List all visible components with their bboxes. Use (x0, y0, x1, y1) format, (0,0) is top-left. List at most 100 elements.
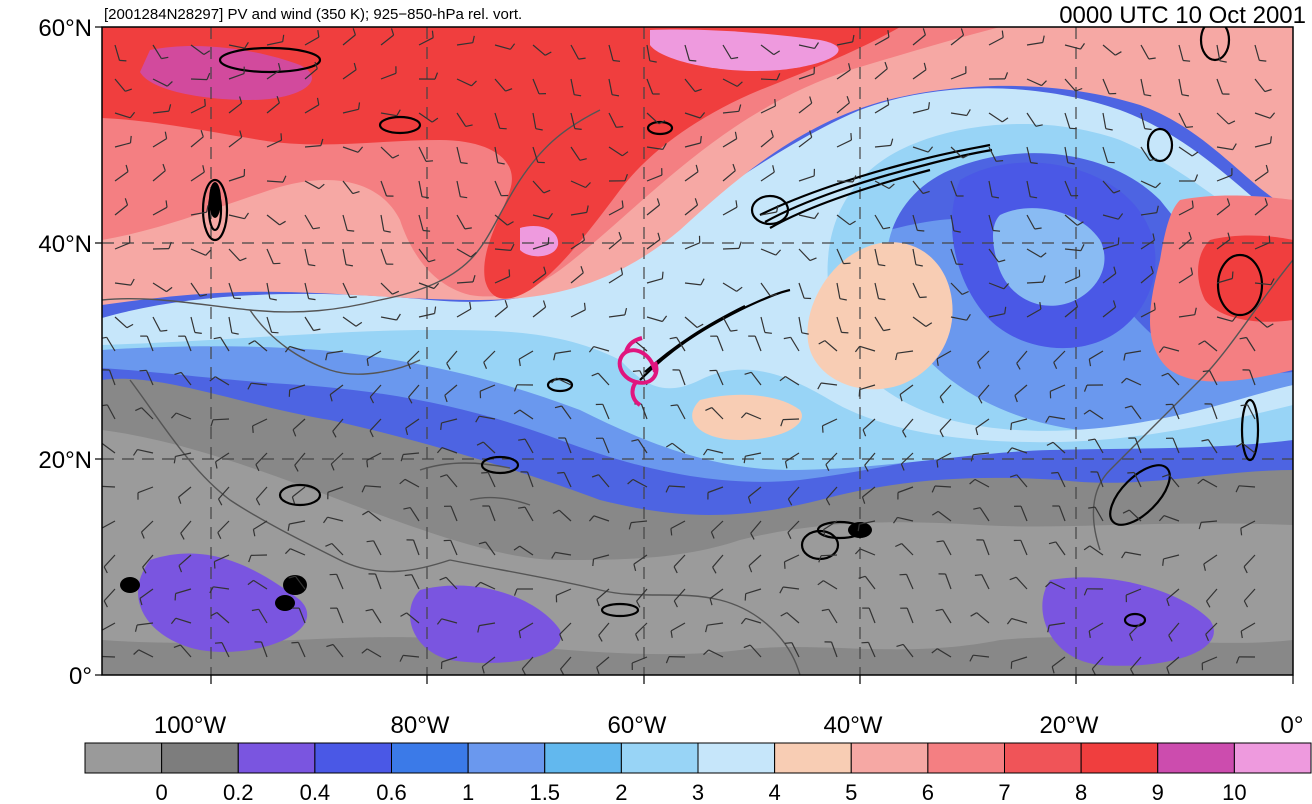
wind-barb (1102, 146, 1109, 163)
wind-barb-flag (396, 313, 401, 321)
wind-barb (798, 44, 815, 49)
wind-barb (456, 180, 461, 197)
wind-barb (292, 486, 306, 498)
wind-barb-flag (392, 154, 400, 159)
figure-datetime: 0000 UTC 10 Oct 2001 (1059, 2, 1306, 29)
wind-barb-flag (247, 579, 254, 586)
wind-barb (760, 78, 778, 81)
wind-barb-flag (209, 376, 216, 382)
wind-barb (708, 649, 724, 658)
wind-barb (441, 618, 458, 624)
wind-barb (760, 248, 777, 256)
wind-barb (976, 612, 990, 624)
wind-barb (821, 382, 838, 386)
wind-barb (950, 112, 967, 117)
wind-barb (289, 520, 306, 525)
wind-barb (745, 617, 762, 624)
wind-barb (175, 452, 192, 457)
wind-barb (722, 138, 738, 148)
wind-barb-flag (849, 220, 856, 226)
wind-barb (678, 369, 686, 386)
wind-barb-flag (1030, 196, 1038, 199)
wind-barb (1011, 656, 1028, 663)
wind-barb (108, 369, 116, 386)
wind-barb-flag (1231, 271, 1234, 279)
wind-barb (912, 282, 921, 298)
wind-barb-flag (712, 566, 717, 574)
wind-barb-flag (734, 131, 738, 139)
wind-barb (180, 644, 192, 658)
wind-barb-flag (710, 531, 715, 539)
wind-barb (137, 486, 154, 494)
wind-barb (635, 622, 648, 635)
wind-barb (978, 384, 990, 398)
wind-barb-flag (852, 34, 855, 43)
wind-barb (820, 554, 838, 557)
wind-barb-flag (744, 593, 747, 601)
wind-barb (900, 452, 914, 465)
wind-barb-flag (1117, 213, 1124, 220)
wind-barb-flag (404, 574, 412, 577)
wind-barb-flag (661, 271, 664, 279)
wind-barb (836, 139, 852, 148)
wind-barb-flag (399, 478, 406, 485)
wind-barb (640, 403, 648, 420)
wind-barb (297, 642, 306, 658)
wind-barb (1254, 44, 1260, 61)
wind-barb (1011, 447, 1028, 454)
wind-barb-flag (695, 164, 699, 172)
high-pv-region (520, 225, 559, 257)
wind-barb-flag (969, 478, 976, 485)
wind-barb (190, 78, 208, 81)
wind-barb (1254, 282, 1271, 286)
wind-barb (1168, 474, 1180, 488)
wind-barb-flag (1083, 588, 1088, 596)
wind-barb-flag (554, 405, 562, 409)
wind-barb (1163, 515, 1180, 522)
wind-barb (331, 543, 344, 556)
wind-barb-flag (239, 96, 243, 104)
wind-barb-flag (1183, 59, 1191, 62)
wind-barb (934, 485, 952, 488)
wind-barb (608, 273, 623, 284)
wind-barb (936, 350, 952, 360)
wind-barb-flag (612, 59, 621, 62)
wind-barb (988, 282, 1005, 290)
wind-barb-flag (284, 346, 291, 353)
wind-barb-flag (133, 649, 140, 655)
wind-barb-flag (1074, 300, 1078, 308)
wind-barb-flag (126, 323, 134, 329)
wind-barb-flag (269, 298, 277, 301)
colorbar-label: 10 (1222, 780, 1246, 804)
wind-barb (298, 607, 306, 624)
wind-barb (412, 539, 420, 556)
wind-barb (494, 306, 508, 318)
wind-barb-flag (1088, 506, 1096, 509)
wind-barb (342, 146, 359, 153)
wind-barb (596, 588, 610, 600)
wind-barb-flag (814, 212, 819, 219)
wind-barb (598, 474, 610, 488)
wind-barb (373, 540, 382, 556)
wind-barb (266, 214, 280, 226)
wind-barb (823, 580, 838, 590)
wind-barb-flag (1006, 618, 1013, 625)
wind-barb (722, 78, 738, 87)
wind-barb (1238, 485, 1256, 488)
wind-barb-flag (1040, 252, 1047, 258)
wind-barb-flag (135, 407, 142, 412)
wind-barb-flag (801, 332, 809, 335)
wind-barb (555, 551, 572, 556)
wind-barb-flag (217, 498, 223, 506)
wind-barb-flag (862, 429, 867, 437)
wind-barb-flag (313, 328, 321, 332)
wind-barb (555, 350, 572, 354)
wind-barb-flag (814, 42, 820, 49)
wind-barb (975, 418, 990, 429)
wind-barb (102, 520, 116, 529)
wind-barb (342, 282, 351, 298)
wind-barb-flag (817, 382, 822, 390)
wind-barb (217, 520, 230, 533)
wind-barb (1089, 409, 1104, 420)
wind-barb-flag (210, 419, 214, 427)
